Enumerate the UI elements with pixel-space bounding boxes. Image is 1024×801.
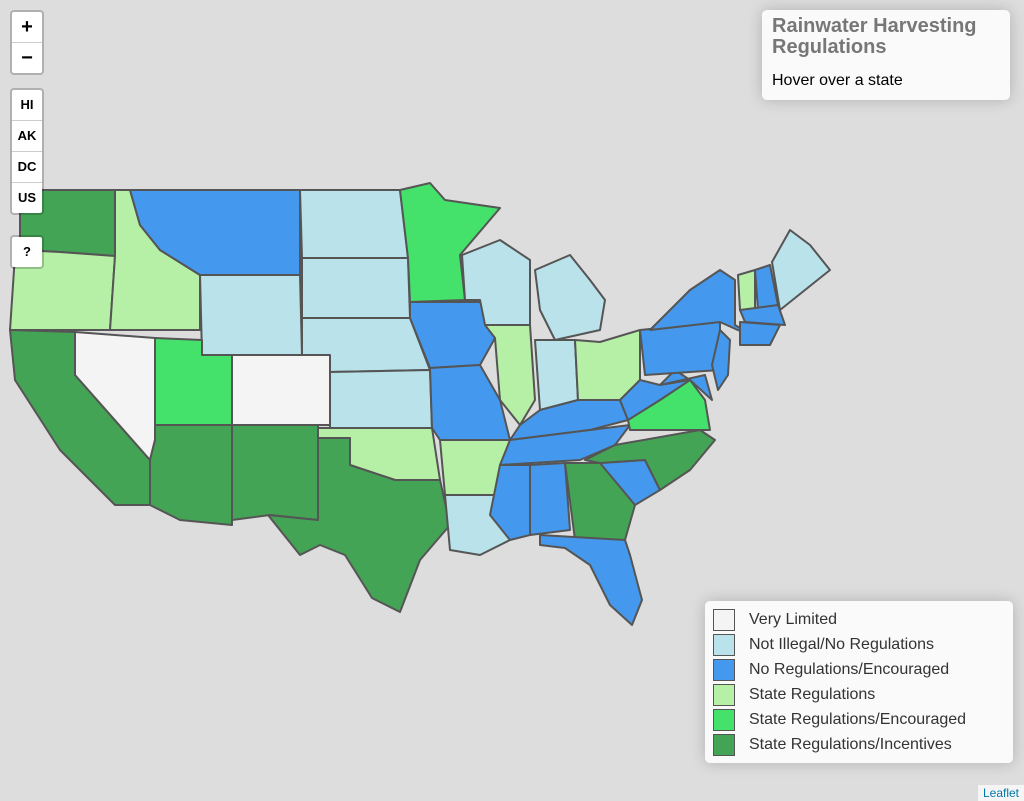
state[interactable] (149, 424, 233, 526)
region-button[interactable]: US (17, 190, 37, 205)
legend-item: No Regulations/Encouraged (713, 657, 1005, 682)
state[interactable] (659, 374, 713, 401)
state[interactable] (529, 462, 571, 536)
state[interactable] (301, 257, 411, 319)
legend-label: Not Illegal/No Regulations (749, 636, 934, 653)
legend-swatch (713, 658, 735, 681)
attribution[interactable]: Leaflet (977, 785, 1024, 801)
state[interactable] (534, 254, 606, 341)
state[interactable] (584, 429, 716, 491)
legend-swatch (713, 708, 735, 731)
zoom-in-button[interactable]: + (12, 12, 42, 43)
state[interactable] (739, 321, 781, 346)
legend: Very Limited Not Illegal/No Regulations No… (705, 601, 1013, 763)
state[interactable] (739, 304, 786, 326)
state[interactable] (231, 424, 319, 521)
legend-label: State Regulations (749, 686, 876, 703)
state[interactable] (539, 534, 643, 626)
help-control: ? (10, 235, 44, 269)
state[interactable] (329, 369, 433, 429)
state[interactable] (711, 329, 731, 391)
info-box: Rainwater Harvesting Regulations Hover o… (762, 10, 1010, 100)
legend-label: State Regulations/Encouraged (749, 711, 967, 728)
legend-item: Not Illegal/No Regulations (713, 632, 1005, 657)
region-button[interactable]: AK (12, 121, 42, 152)
state[interactable] (649, 269, 761, 341)
state[interactable] (534, 339, 579, 411)
info-title: Rainwater Harvesting Regulations (772, 15, 977, 58)
legend-item: State Regulations (713, 682, 1005, 707)
state[interactable] (737, 269, 756, 311)
state[interactable] (267, 437, 451, 613)
help-button[interactable]: ? (23, 244, 31, 259)
state[interactable] (231, 354, 331, 426)
legend-swatch (713, 683, 735, 706)
state[interactable] (299, 189, 409, 259)
state[interactable] (771, 229, 831, 311)
state[interactable] (489, 464, 531, 541)
legend-swatch (713, 608, 735, 631)
region-control: HI AK DC US (10, 88, 44, 215)
legend-item: State Regulations/Incentives (713, 732, 1005, 757)
legend-item: Very Limited (713, 607, 1005, 632)
info-hint: Hover over a state (772, 72, 903, 89)
legend-label: State Regulations/Incentives (749, 736, 952, 753)
legend-item: State Regulations/Encouraged (713, 707, 1005, 732)
state[interactable] (399, 182, 501, 303)
state[interactable] (199, 274, 303, 356)
legend-label: Very Limited (749, 611, 838, 628)
legend-swatch (713, 633, 735, 656)
region-button[interactable]: DC (12, 152, 42, 183)
zoom-out-button[interactable]: − (21, 47, 33, 69)
region-button[interactable]: HI (12, 90, 42, 121)
legend-swatch (713, 733, 735, 756)
zoom-control: + − (10, 10, 44, 75)
legend-label: No Regulations/Encouraged (749, 661, 950, 678)
